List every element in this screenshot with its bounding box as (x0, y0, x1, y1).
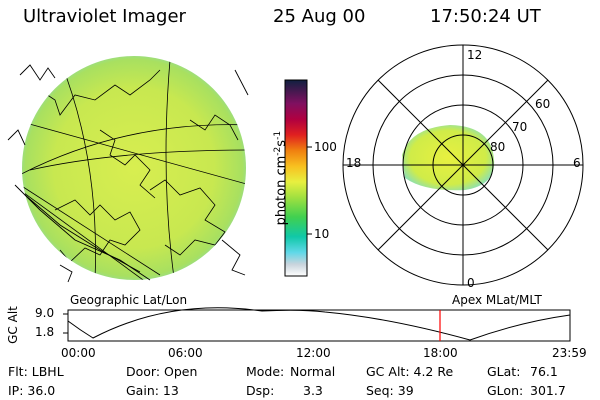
gain-info: Gain: 13 (126, 383, 179, 398)
mlt-label-0: 0 (467, 276, 475, 290)
filter-info: Flt: LBHL (8, 364, 64, 379)
altitude-ytick-1_8: 1.8 (35, 325, 55, 339)
geographic-image (7, 56, 249, 283)
date-label: 25 Aug 00 (273, 6, 366, 27)
colorbar (284, 79, 312, 277)
time-tick-1200: 12:00 (296, 346, 331, 360)
mlt-label-6: 6 (573, 156, 581, 170)
mlt-label-12: 12 (467, 48, 483, 62)
altitude-plot (63, 307, 571, 342)
time-tick-2359: 23:59 (552, 346, 587, 360)
altitude-ylabel: GC Alt (6, 306, 20, 344)
outer-coastlines (7, 64, 249, 283)
altitude-ytick-9: 9.0 (35, 306, 55, 320)
colorbar-scale (284, 79, 308, 277)
map-overlay (22, 59, 246, 280)
time-tick-1800: 18:00 (423, 346, 458, 360)
mlt-label-18: 18 (346, 156, 362, 170)
dsp-value: 3.3 (303, 383, 323, 398)
glon-value: 301.7 (530, 383, 566, 398)
dsp-label: Dsp: (246, 383, 275, 398)
geographic-caption: Geographic Lat/Lon (70, 293, 188, 307)
uv-disk (22, 56, 246, 280)
glat-label: GLat: (487, 364, 521, 379)
glat-value: 76.1 (530, 364, 558, 379)
time-label: 17:50:24 UT (430, 6, 541, 27)
time-tick-0000: 00:00 (61, 346, 96, 360)
app-title: Ultraviolet Imager (23, 6, 186, 27)
mode-value: Normal (290, 364, 336, 379)
altitude-curve (67, 307, 571, 341)
apex-caption: Apex MLat/MLT (452, 293, 542, 307)
colorbar-unit-label: photon cm-2s-1 (272, 130, 290, 226)
colorbar-tick-100: 100 (314, 140, 337, 154)
mlat-label-70: 70 (512, 120, 528, 134)
polar-plot (342, 44, 584, 286)
colorbar-tick-10: 10 (314, 227, 330, 241)
mode-label: Mode: (246, 364, 285, 379)
ip-info: IP: 36.0 (8, 383, 56, 398)
gcalt-info: GC Alt: 4.2 Re (366, 364, 454, 379)
glon-label: GLon: (487, 383, 524, 398)
mlat-label-60: 60 (535, 97, 551, 111)
time-tick-0600: 06:00 (168, 346, 203, 360)
seq-info: Seq: 39 (366, 383, 414, 398)
mlat-label-80: 80 (490, 140, 506, 154)
auroral-oval (402, 125, 495, 191)
door-info: Door: Open (126, 364, 198, 379)
